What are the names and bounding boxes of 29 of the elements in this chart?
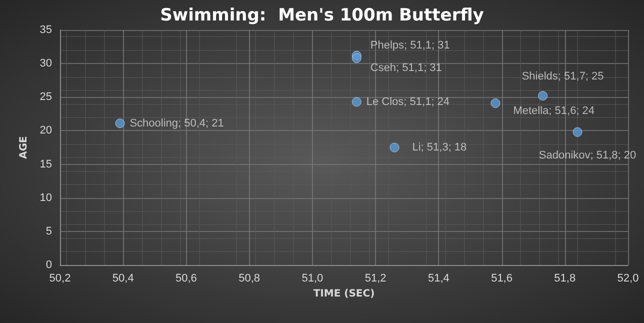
data-label: Phelps; 51,1; 31 bbox=[370, 40, 450, 52]
x-tick-label: 51,4 bbox=[428, 272, 450, 284]
data-label: Shields; 51,7; 25 bbox=[522, 70, 604, 83]
chart-title: Swimming: Men's 100m Butterfly bbox=[160, 6, 484, 26]
x-tick-label: 50,8 bbox=[238, 272, 260, 284]
y-tick-label: 35 bbox=[40, 24, 52, 36]
y-tick-label: 15 bbox=[40, 158, 52, 170]
data-label: Li; 51,3; 18 bbox=[412, 142, 467, 154]
x-tick-label: 51,0 bbox=[302, 272, 324, 284]
data-label: Schooling; 50,4; 21 bbox=[130, 117, 224, 130]
data-label: Sadonikov; 51,8; 20 bbox=[538, 149, 636, 162]
y-tick-label: 10 bbox=[40, 192, 52, 204]
x-tick-label: 51,8 bbox=[554, 272, 576, 284]
y-tick-label: 5 bbox=[46, 225, 52, 238]
y-tick-label: 25 bbox=[40, 91, 52, 104]
x-tick-label: 50,2 bbox=[49, 272, 71, 284]
x-tick-label: 51,2 bbox=[364, 272, 386, 284]
y-tick-label: 30 bbox=[40, 58, 52, 70]
x-tick-label: 52,0 bbox=[617, 272, 639, 284]
y-tick-label: 0 bbox=[46, 259, 52, 271]
x-tick-label: 50,4 bbox=[112, 272, 134, 284]
data-label: Cseh; 51,1; 31 bbox=[370, 62, 442, 74]
data-label: Le Clos; 51,1; 24 bbox=[366, 96, 450, 108]
x-tick-label: 50,6 bbox=[176, 272, 197, 284]
x-tick-label: 51,6 bbox=[491, 272, 512, 284]
y-tick-label: 20 bbox=[40, 124, 52, 137]
y-axis-title: AGE bbox=[18, 136, 30, 159]
data-label: Metella; 51,6; 24 bbox=[513, 105, 595, 118]
x-axis-title: TIME (SEC) bbox=[313, 288, 375, 300]
